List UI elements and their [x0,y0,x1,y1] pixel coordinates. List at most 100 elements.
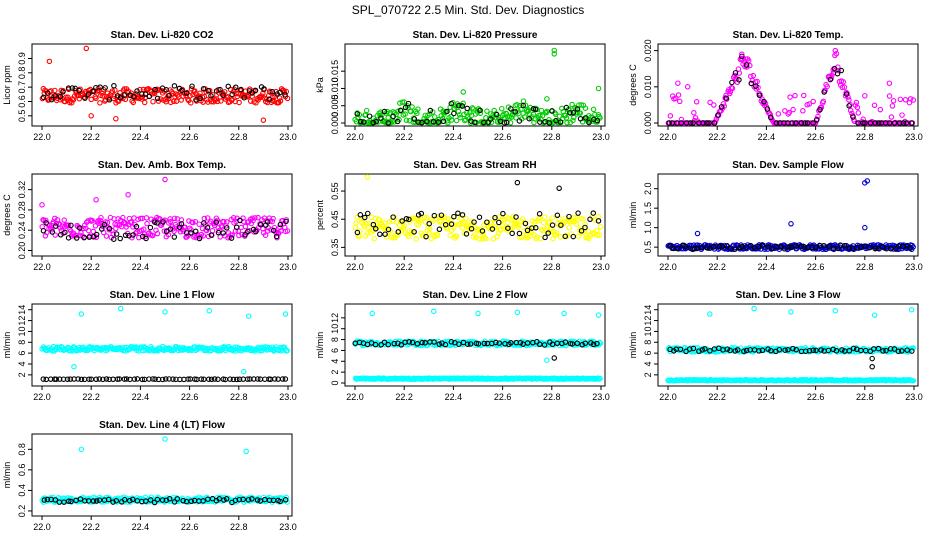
data-point [191,88,198,94]
data-point [510,213,516,220]
outlier-point [46,58,53,65]
outlier-point [475,310,481,317]
data-point [775,111,782,117]
outlier-point [369,310,375,317]
outlier-point [595,85,602,92]
x-tick-label: 22.0 [346,132,364,142]
data-point [113,497,119,504]
data-point [413,236,419,242]
data-point [790,345,796,352]
data-point [101,221,108,228]
data-point [741,348,747,355]
data-point [68,222,74,229]
data-point [711,243,717,250]
data-point [747,62,753,69]
data-point [225,83,231,90]
data-point [862,120,868,126]
data-point [834,70,841,77]
data-point [475,341,482,347]
data-point [793,120,799,126]
data-point [786,109,792,116]
data-point [221,218,227,225]
data-point [187,93,193,99]
data-point [167,226,174,232]
data-point [513,115,519,121]
data-point [476,236,483,242]
x-tick-label: 22.0 [33,392,51,402]
data-point [677,346,684,353]
y-tick-label: 6 [17,351,27,356]
data-point [97,100,103,106]
data-point [216,496,223,502]
data-point [496,340,503,346]
data-point [529,218,535,224]
data-point [522,220,529,227]
data-point [62,229,68,236]
data-point [909,348,915,354]
data-point [448,339,455,345]
data-point [390,214,396,220]
data-point [228,235,235,241]
y-axis-label: ml/min [2,462,12,489]
data-point [833,348,840,354]
data-point [361,119,367,125]
data-point [788,244,795,250]
data-point [223,496,230,502]
data-point [732,70,739,76]
data-point [390,113,396,120]
data-point [563,104,570,111]
data-point [492,214,498,221]
data-point [463,231,470,237]
data-point [100,376,106,383]
data-point [131,376,138,382]
data-point [891,120,898,126]
y-axis-label: ml/min [628,202,638,229]
data-point [806,101,812,107]
x-tick-label: 23.0 [905,132,923,142]
panel-title: Stan. Dev. Line 1 Flow [110,290,215,301]
figure-title: SPL_070722 2.5 Min. Std. Dev. Diagnostic… [352,3,585,17]
y-tick-label: 0.5 [643,241,653,254]
data-point [818,347,824,353]
panel-title: Stan. Dev. Gas Stream RH [413,160,536,171]
data-point [412,215,418,222]
x-tick-label: 23.0 [905,392,923,402]
data-point [221,497,227,503]
data-point [240,496,246,503]
data-point [232,497,239,504]
data-point [533,225,539,231]
data-point [569,341,576,347]
data-point [236,232,242,239]
data-point [242,88,249,94]
data-point [910,377,917,384]
data-point [825,347,832,354]
data-point [896,120,903,126]
data-point [166,376,172,382]
x-tick-label: 23.0 [279,392,297,402]
outlier-point [113,115,119,122]
data-point [213,219,220,225]
y-tick-label: 14 [643,305,653,315]
data-point [434,232,441,238]
data-point [167,218,174,225]
data-point [910,97,917,103]
x-tick-label: 22.8 [856,392,874,402]
x-tick-label: 22.8 [230,392,248,402]
data-point [378,342,384,348]
data-point [385,341,392,348]
data-point [133,229,140,235]
data-point [442,341,449,348]
data-point [594,117,601,124]
y-tick-label: 0.32 [17,181,27,199]
data-point [683,348,689,355]
data-point [410,229,416,236]
data-point [541,214,548,220]
data-point [470,106,477,112]
plot-frame [31,433,293,517]
data-point [809,244,815,251]
data-point [557,119,564,125]
data-point [459,212,466,218]
chart-panel-9: Stan. Dev. Line 3 Flow ml/min 22.0 22.2 22.4… [628,290,923,402]
chart-panel-3: Stan. Dev. Li-820 Temp. degrees C 22.0 22.2… [628,30,923,142]
